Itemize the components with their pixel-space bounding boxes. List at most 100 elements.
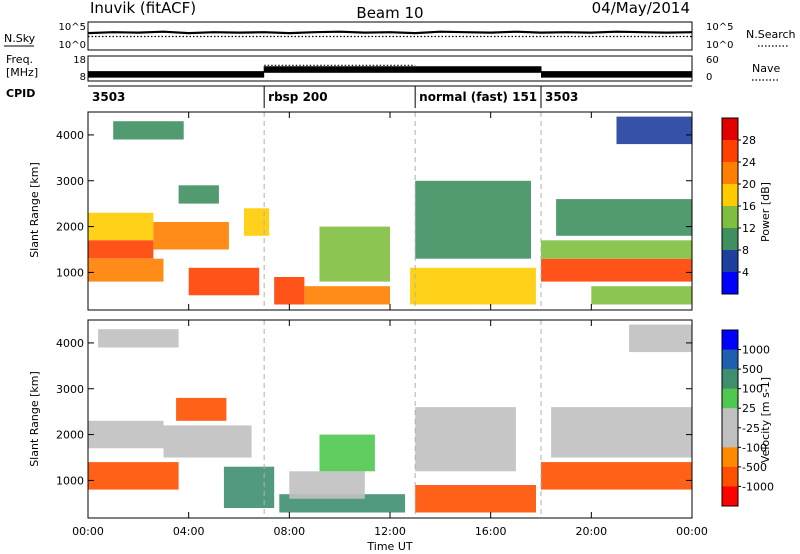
power-colorbar-tick-label-4: 20 <box>742 178 756 191</box>
cpid-segment-label-1: rbsp 200 <box>268 90 327 104</box>
velocity-colorbar-tick-label-2: 100 <box>742 383 763 396</box>
velocity-region-2 <box>163 425 252 458</box>
freq-label-line1: Freq. <box>6 53 33 66</box>
time-tick-label-3: 12:00 <box>374 525 406 538</box>
nave-tick-bottom-right: 0 <box>706 72 712 83</box>
velocity-colorbar-frame <box>721 329 739 507</box>
velocity-region-10 <box>541 462 692 490</box>
velocity-panel: 1000 2000 3000 4000 Slant Range [km] 1000 50… <box>28 319 774 553</box>
date-title: 04/May/2014 <box>592 0 690 17</box>
power-region-11 <box>541 258 692 282</box>
velocity-region-9 <box>415 407 516 472</box>
power-region-10 <box>415 180 531 259</box>
power-region-7 <box>304 286 390 305</box>
time-tick-label-1: 04:00 <box>173 525 205 538</box>
velocity-region-7 <box>319 434 375 472</box>
power-colorbar-cell-2 <box>722 162 738 185</box>
velocity-region-4 <box>223 466 275 508</box>
freq-band-0 <box>88 71 265 78</box>
cpid-segment-label-3: 3503 <box>545 90 578 104</box>
freq-panel: 18 8 60 0 Freq. [MHz] Nave <box>6 53 780 83</box>
velocity-ylabel: Slant Range [km] <box>28 371 41 467</box>
power-region-0 <box>88 212 154 241</box>
nave-tick-top-right: 60 <box>706 55 719 66</box>
power-region-9 <box>410 267 536 305</box>
velocity-region-8 <box>415 485 536 513</box>
time-tick-label-0: 00:00 <box>72 525 104 538</box>
velocity-ytick-label-1: 2000 <box>56 429 84 442</box>
nave-label: Nave <box>752 62 780 75</box>
power-colorbar-cell-5 <box>722 228 738 251</box>
velocity-colorbar-cell-3 <box>722 388 738 409</box>
power-region-17 <box>616 116 692 145</box>
velocity-colorbar-cell-0 <box>722 330 738 351</box>
nsky-label: N.Sky <box>4 32 36 45</box>
power-colorbar-tick-label-6: 28 <box>742 134 756 147</box>
freq-panel-frame <box>87 55 693 82</box>
power-region-3 <box>153 222 229 250</box>
freq-label-line2: [MHz] <box>6 66 38 79</box>
freq-band-4 <box>541 71 692 78</box>
velocity-region-13 <box>629 324 692 353</box>
velocity-region-12 <box>98 329 179 348</box>
power-ytick-label-0: 1000 <box>56 266 84 279</box>
velocity-region-3 <box>176 397 227 421</box>
noise-tick-top-left: 10^5 <box>59 22 86 33</box>
beam-title: Beam 10 <box>356 4 423 22</box>
power-colorbar-tick-label-5: 24 <box>742 156 756 169</box>
freq-tick-bottom-left: 8 <box>80 72 86 83</box>
velocity-colorbar-tick-label-4: -25 <box>742 422 760 435</box>
velocity-region-0 <box>88 420 164 449</box>
velocity-colorbar-cell-5 <box>722 427 738 448</box>
noise-tick-bottom-left: 10^0 <box>59 40 86 51</box>
velocity-colorbar-tick-label-7: -1000 <box>742 480 774 493</box>
power-region-6 <box>274 277 305 305</box>
power-region-14 <box>556 199 692 236</box>
power-colorbar-cell-1 <box>722 140 738 163</box>
noise-tick-top-right: 10^5 <box>706 22 733 33</box>
power-region-1 <box>88 240 154 259</box>
power-ytick-label-3: 4000 <box>56 129 84 142</box>
power-region-13 <box>591 286 692 305</box>
power-colorbar-tick-label-0: 4 <box>742 266 749 279</box>
noise-tick-bottom-right: 10^0 <box>706 40 733 51</box>
power-colorbar-cell-0 <box>722 118 738 141</box>
velocity-colorbar-cell-4 <box>722 408 738 429</box>
power-colorbar-tick-label-1: 8 <box>742 244 749 257</box>
time-tick-label-6: 00:00 <box>676 525 708 538</box>
power-ytick-label-1: 2000 <box>56 221 84 234</box>
time-tick-label-5: 20:00 <box>575 525 607 538</box>
velocity-colorbar-tick-label-5: -100 <box>742 441 767 454</box>
nsearch-label: N.Search <box>746 28 796 41</box>
cpid-segment-label-2: normal (fast) 151 <box>419 90 537 104</box>
power-region-15 <box>113 121 184 140</box>
velocity-region-6 <box>289 471 365 499</box>
freq-tick-top-left: 18 <box>73 55 86 66</box>
velocity-region-11 <box>551 407 692 458</box>
cpid-label: CPID <box>6 87 35 100</box>
power-region-2 <box>88 258 164 282</box>
power-colorbar-cell-3 <box>722 184 738 207</box>
time-tick-label-2: 08:00 <box>273 525 305 538</box>
power-colorbar-cell-6 <box>722 250 738 273</box>
velocity-colorbar-tick-label-0: 1000 <box>742 344 770 357</box>
power-region-5 <box>244 208 270 236</box>
velocity-ytick-label-2: 3000 <box>56 383 84 396</box>
noise-series-0 <box>87 30 693 35</box>
velocity-colorbar-cell-2 <box>722 369 738 390</box>
cpid-segment-label-0: 3503 <box>92 90 125 104</box>
velocity-colorbar-cell-8 <box>722 486 738 507</box>
power-colorbar-label: Power [dB] <box>759 182 772 242</box>
time-axis-label: Time UT <box>366 540 412 553</box>
cpid-strip: CPID 3503 rbsp 200 normal (fast) 151 3503 <box>6 85 692 108</box>
noise-panel: 10^5 10^0 10^5 10^0 N.Sky N.Search <box>4 21 796 51</box>
power-colorbar-tick-label-2: 12 <box>742 222 756 235</box>
power-region-8 <box>319 226 390 282</box>
velocity-colorbar-cell-1 <box>722 349 738 370</box>
velocity-ytick-label-3: 4000 <box>56 337 84 350</box>
velocity-region-1 <box>88 462 179 490</box>
power-colorbar-cell-7 <box>722 272 738 295</box>
power-ytick-label-2: 3000 <box>56 175 84 188</box>
power-colorbar-cell-4 <box>722 206 738 229</box>
